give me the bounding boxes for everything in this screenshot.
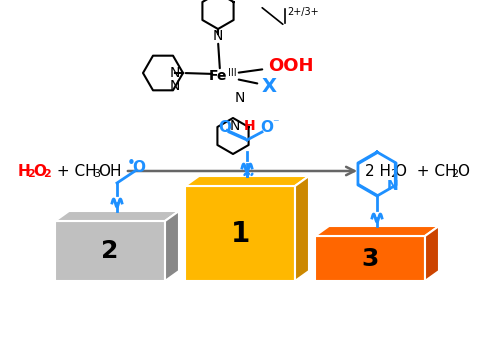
Text: O: O <box>33 163 46 178</box>
Polygon shape <box>295 176 309 281</box>
Text: O  + CH: O + CH <box>395 163 456 178</box>
Text: 2+/3+: 2+/3+ <box>287 7 318 17</box>
Polygon shape <box>55 221 165 281</box>
Polygon shape <box>315 226 439 236</box>
Polygon shape <box>315 236 425 281</box>
Polygon shape <box>185 176 309 186</box>
Text: O: O <box>260 120 274 135</box>
Text: Fe: Fe <box>209 69 227 83</box>
Text: 2: 2 <box>27 169 35 179</box>
Text: OH: OH <box>98 163 122 178</box>
Text: N: N <box>230 119 240 133</box>
Text: 1: 1 <box>230 220 250 248</box>
Text: N: N <box>387 179 399 193</box>
Text: N: N <box>213 29 223 43</box>
Polygon shape <box>55 211 179 221</box>
Text: •: • <box>126 155 136 170</box>
Text: N: N <box>170 79 180 93</box>
Text: H: H <box>18 163 31 178</box>
Text: 2: 2 <box>451 169 458 179</box>
Text: O: O <box>218 120 232 135</box>
Polygon shape <box>165 211 179 281</box>
Text: + CH: + CH <box>52 163 96 178</box>
Text: 2: 2 <box>390 169 397 179</box>
Text: X: X <box>262 76 277 95</box>
Text: 2: 2 <box>43 169 51 179</box>
Text: 2: 2 <box>102 239 118 263</box>
Text: O: O <box>132 161 145 176</box>
Text: 3: 3 <box>93 169 100 179</box>
Text: N: N <box>170 66 180 80</box>
Text: N: N <box>235 91 245 105</box>
Text: III: III <box>228 68 236 78</box>
Text: 3: 3 <box>362 247 378 270</box>
Text: H: H <box>244 119 256 133</box>
Text: OOH: OOH <box>268 57 314 75</box>
Polygon shape <box>425 226 439 281</box>
Text: O: O <box>457 163 469 178</box>
Text: 2 H: 2 H <box>365 163 391 178</box>
Polygon shape <box>185 186 295 281</box>
Text: ⁻: ⁻ <box>272 118 278 131</box>
